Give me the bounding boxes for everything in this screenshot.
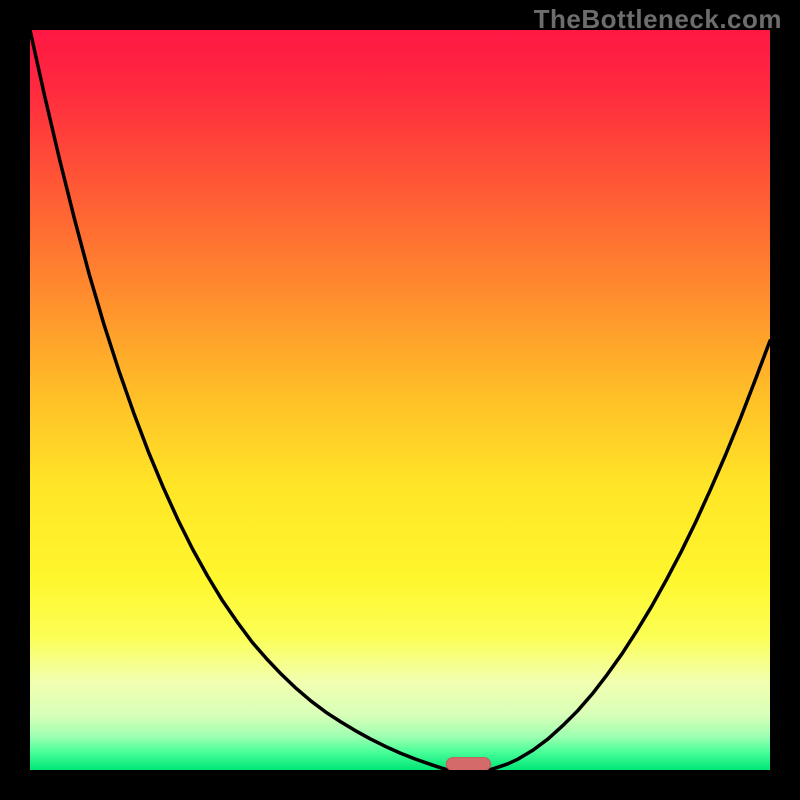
watermark-label: TheBottleneck.com — [534, 4, 782, 35]
bottleneck-chart-svg — [30, 30, 770, 770]
gradient-background — [30, 30, 770, 770]
optimal-marker — [446, 758, 490, 770]
chart-frame: TheBottleneck.com — [0, 0, 800, 800]
plot-area — [30, 30, 770, 770]
